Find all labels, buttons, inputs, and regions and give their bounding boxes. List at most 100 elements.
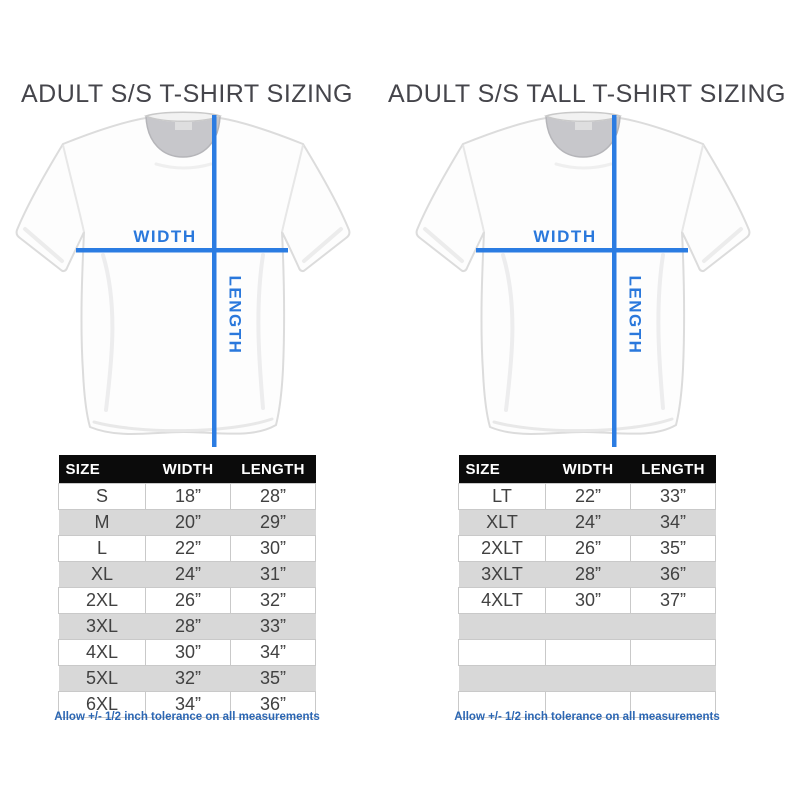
table-row: 6XL 34” 36” <box>58 691 316 718</box>
column-header-width: WIDTH <box>545 455 631 484</box>
table-row-empty <box>458 639 716 666</box>
size-cell: XLT <box>458 509 546 536</box>
length-cell <box>630 665 716 692</box>
page-title: ADULT S/S TALL T-SHIRT SIZING <box>388 80 786 108</box>
hem-shadow <box>92 417 274 433</box>
size-cell: 6XL <box>58 691 146 718</box>
length-cell: 34” <box>230 639 316 666</box>
tolerance-note: Allow +/- 1/2 inch tolerance on all meas… <box>54 711 320 723</box>
size-cell: S <box>58 483 146 510</box>
length-cell <box>630 691 716 718</box>
panel-adult-ss-tall: ADULT S/S TALL T-SHIRT SIZING WIDTH <box>387 0 787 800</box>
table-row: LT 22” 33” <box>458 483 716 510</box>
column-header-length: LENGTH <box>230 455 316 484</box>
panel-adult-ss: ADULT S/S T-SHIRT SIZING <box>0 0 387 800</box>
length-cell: 33” <box>230 613 316 640</box>
column-header-size: SIZE <box>458 455 546 484</box>
size-table: SIZE WIDTH LENGTH LT 22” 33” XLT 24” 34”… <box>458 455 716 718</box>
length-cell: 29” <box>230 509 316 536</box>
length-cell: 34” <box>630 509 716 536</box>
size-cell: XL <box>58 561 146 588</box>
width-cell: 24” <box>545 509 631 536</box>
length-cell: 35” <box>230 665 316 692</box>
width-cell: 30” <box>545 587 631 614</box>
length-cell: 32” <box>230 587 316 614</box>
width-cell <box>545 613 631 640</box>
width-label: WIDTH <box>133 227 196 246</box>
size-cell: 4XLT <box>458 587 546 614</box>
table-row: 2XL 26” 32” <box>58 587 316 614</box>
width-cell: 24” <box>145 561 231 588</box>
table-row: 5XL 32” 35” <box>58 665 316 692</box>
size-cell: 5XL <box>58 665 146 692</box>
table-row-empty <box>458 665 716 692</box>
tshirt-measurement-diagram: WIDTH LENGTH <box>6 110 368 455</box>
width-cell: 30” <box>145 639 231 666</box>
width-cell: 34” <box>145 691 231 718</box>
width-cell: 22” <box>145 535 231 562</box>
width-cell: 32” <box>145 665 231 692</box>
size-cell <box>458 665 546 692</box>
wrinkle <box>154 162 213 170</box>
column-header-width: WIDTH <box>145 455 231 484</box>
width-cell <box>545 639 631 666</box>
sleeve-hem-shadow-left <box>423 227 464 263</box>
size-cell: L <box>58 535 146 562</box>
collar-hole <box>546 116 620 157</box>
size-cell: LT <box>458 483 546 510</box>
sleeve-seam-right <box>681 144 704 233</box>
length-label: LENGTH <box>626 276 645 355</box>
sleeve-hem-shadow-left <box>23 227 64 263</box>
table-row: M 20” 29” <box>58 509 316 536</box>
tshirt-measurement-diagram: WIDTH LENGTH <box>406 110 768 455</box>
size-cell: 2XLT <box>458 535 546 562</box>
size-cell <box>458 691 546 718</box>
size-cell: 3XL <box>58 613 146 640</box>
table-row: XLT 24” 34” <box>458 509 716 536</box>
length-cell: 28” <box>230 483 316 510</box>
hem-shadow <box>492 417 674 433</box>
sleeve-hem-shadow-right <box>302 227 343 263</box>
tshirt-body-shape <box>415 117 751 435</box>
width-cell: 28” <box>545 561 631 588</box>
table-row: XL 24” 31” <box>58 561 316 588</box>
tshirt-diagram-svg: WIDTH LENGTH <box>415 111 751 447</box>
sleeve-hem-shadow-right <box>702 227 743 263</box>
length-cell: 33” <box>630 483 716 510</box>
size-cell: 2XL <box>58 587 146 614</box>
collar-band <box>543 111 623 122</box>
wrinkle <box>501 253 515 412</box>
collar-tag <box>175 120 192 130</box>
size-cell <box>458 639 546 666</box>
table-row: S 18” 28” <box>58 483 316 510</box>
table-row: 2XLT 26” 35” <box>458 535 716 562</box>
page-title: ADULT S/S T-SHIRT SIZING <box>21 80 353 108</box>
width-cell: 18” <box>145 483 231 510</box>
tshirt-diagram-svg: WIDTH LENGTH <box>15 111 351 447</box>
table-row: L 22” 30” <box>58 535 316 562</box>
table-header-row: SIZE WIDTH LENGTH <box>458 455 716 484</box>
width-line <box>76 248 288 253</box>
length-cell: 31” <box>230 561 316 588</box>
width-line <box>476 248 688 253</box>
width-label: WIDTH <box>533 227 596 246</box>
length-cell: 37” <box>630 587 716 614</box>
sleeve-seam-left <box>462 144 485 233</box>
width-cell: 28” <box>145 613 231 640</box>
wrinkle <box>256 253 265 410</box>
collar-hole <box>146 116 220 157</box>
table-header-row: SIZE WIDTH LENGTH <box>58 455 316 484</box>
width-cell: 26” <box>545 535 631 562</box>
sleeve-seam-left <box>62 144 85 233</box>
size-cell: 3XLT <box>458 561 546 588</box>
length-cell <box>630 639 716 666</box>
width-cell: 20” <box>145 509 231 536</box>
length-cell <box>630 613 716 640</box>
table-row: 3XLT 28” 36” <box>458 561 716 588</box>
size-cell <box>458 613 546 640</box>
length-cell: 30” <box>230 535 316 562</box>
size-cell: M <box>58 509 146 536</box>
size-cell: 4XL <box>58 639 146 666</box>
length-cell: 36” <box>230 691 316 718</box>
